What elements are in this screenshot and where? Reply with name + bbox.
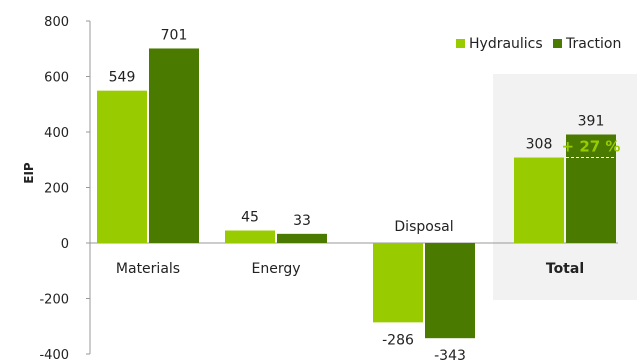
value-label: 33 (293, 213, 311, 229)
y-tick-label: 0 (61, 237, 69, 252)
legend-label-hydraulics: Hydraulics (469, 36, 543, 52)
legend-swatch-traction (553, 39, 562, 48)
bar-traction-energy (277, 233, 327, 243)
bar-traction-disposal (425, 243, 475, 339)
bar-hydraulics-total (514, 157, 564, 243)
value-label: 45 (241, 210, 259, 226)
percent-difference-annotation: + 27 % (562, 138, 621, 156)
bar-hydraulics-materials (97, 90, 147, 243)
value-label: 391 (578, 113, 605, 129)
y-tick-label: 400 (44, 126, 69, 141)
y-axis-label: EIP (22, 162, 36, 184)
y-tick-label: 200 (44, 182, 69, 197)
value-label: -286 (382, 332, 414, 348)
value-label: 549 (109, 70, 136, 86)
value-label: 308 (526, 137, 553, 153)
bar-traction-total (566, 134, 616, 243)
bar-traction-materials (149, 48, 199, 243)
bar-hydraulics-energy (225, 230, 275, 243)
value-label: 701 (161, 27, 188, 43)
bar-hydraulics-disposal (373, 243, 423, 323)
category-label: Energy (251, 261, 300, 277)
y-tick-label: 800 (44, 15, 69, 30)
y-tick-label: 600 (44, 71, 69, 86)
category-label: Total (546, 261, 584, 277)
category-label: Materials (116, 261, 180, 277)
value-label: -343 (434, 348, 466, 363)
category-label: Disposal (394, 219, 453, 235)
legend-swatch-hydraulics (456, 39, 465, 48)
y-tick-label: -400 (39, 348, 69, 363)
legend-label-traction: Traction (565, 36, 621, 52)
y-tick-label: -200 (39, 293, 69, 308)
